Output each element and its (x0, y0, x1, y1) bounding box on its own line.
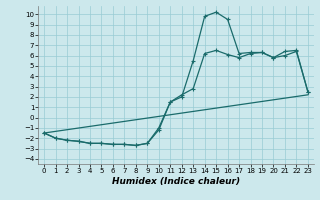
X-axis label: Humidex (Indice chaleur): Humidex (Indice chaleur) (112, 177, 240, 186)
